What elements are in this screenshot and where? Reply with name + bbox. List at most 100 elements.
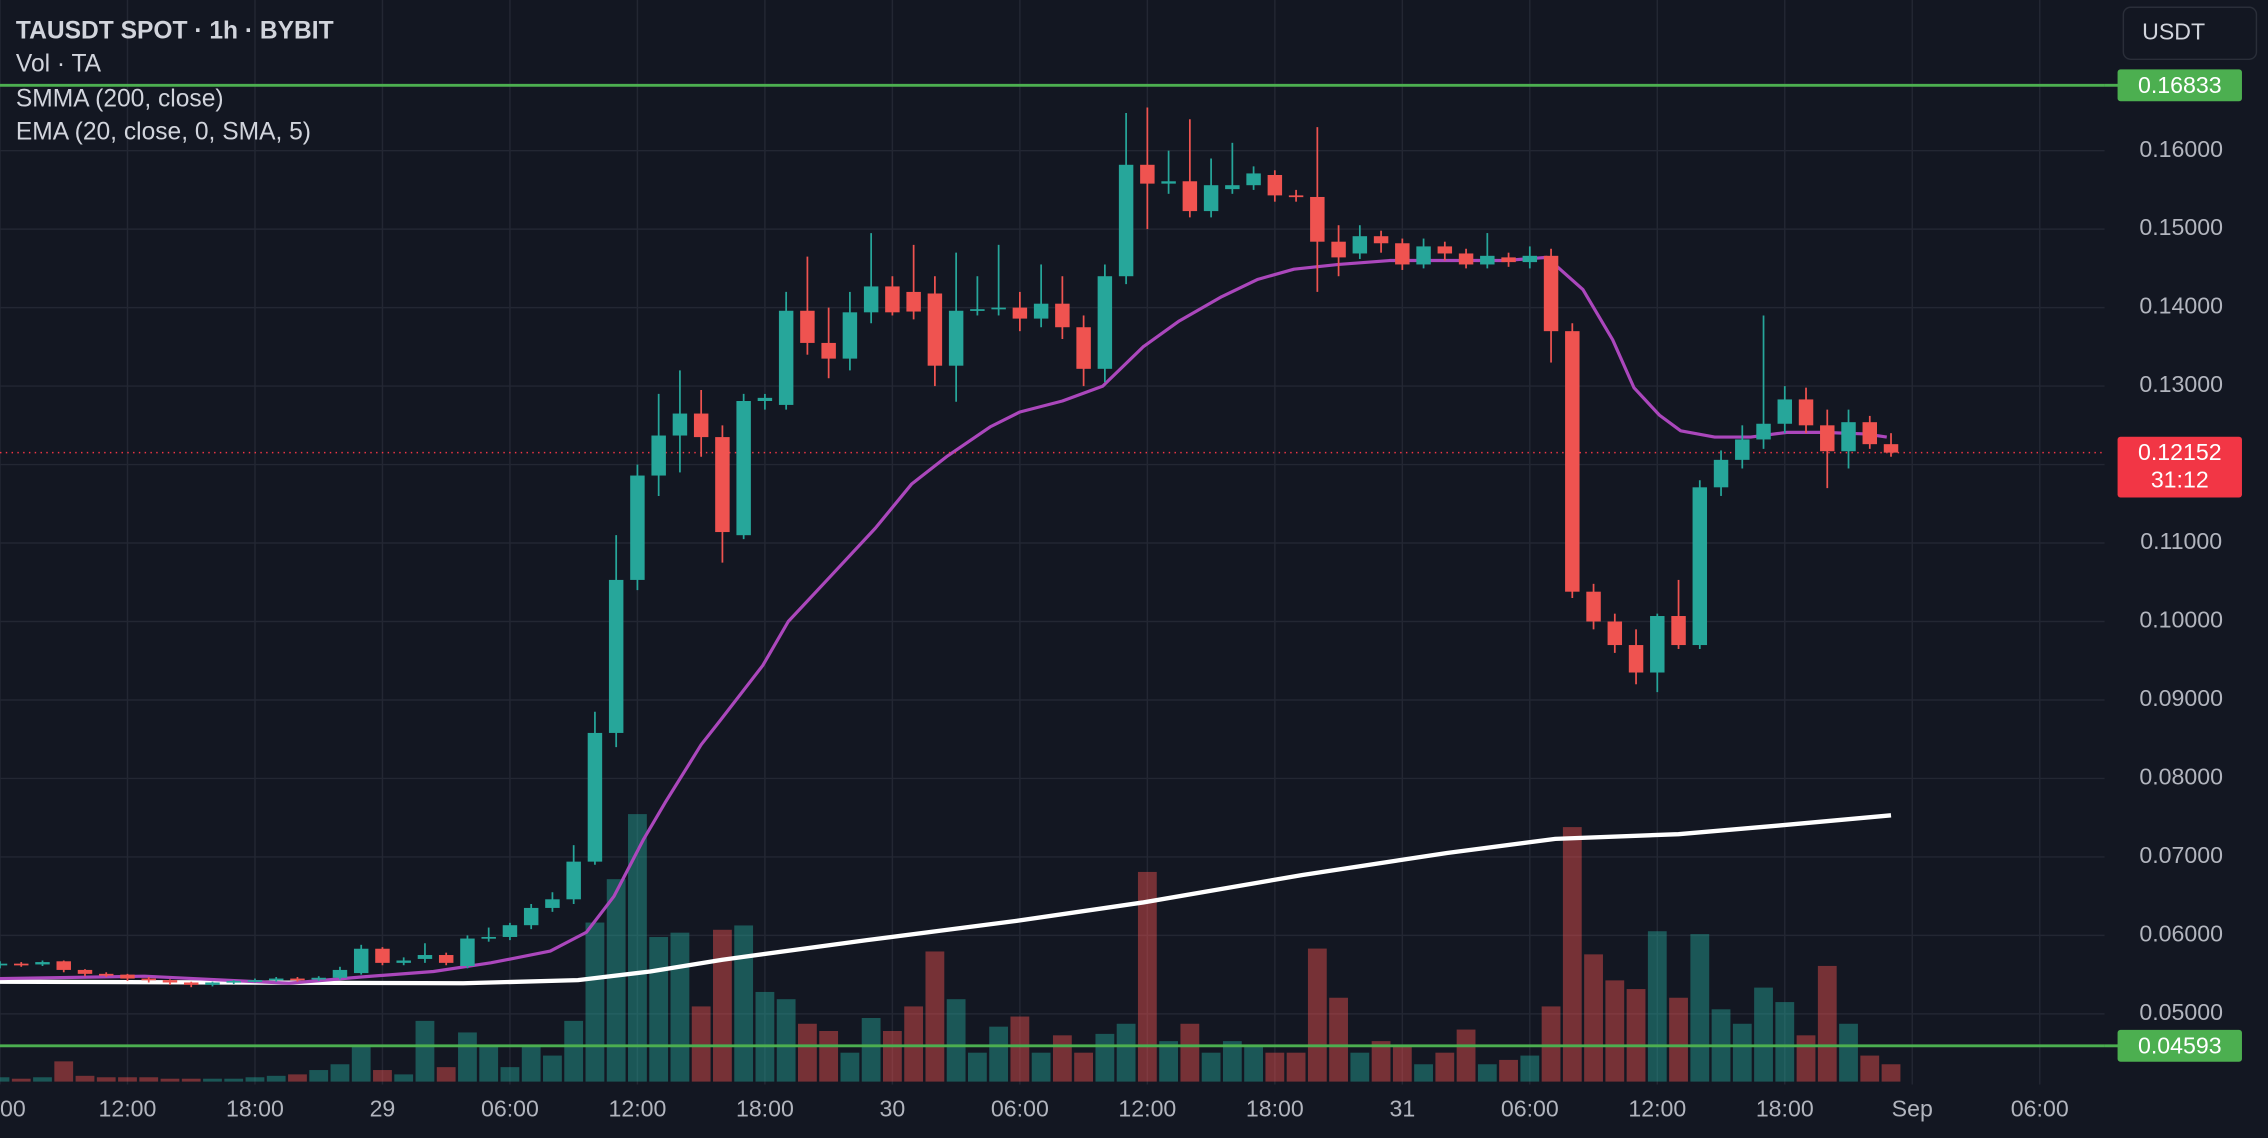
y-tick-label: 0.16000 xyxy=(2139,136,2223,162)
candle-body xyxy=(1650,616,1665,673)
candle-body xyxy=(672,413,688,436)
candle-body xyxy=(14,963,29,966)
candle-body xyxy=(1288,195,1304,198)
volume-bar xyxy=(330,1064,350,1082)
x-tick-label: 06:00 xyxy=(991,1096,1049,1122)
currency-button-frame[interactable] xyxy=(2122,6,2258,61)
volume-bar xyxy=(394,1074,414,1082)
candle-body xyxy=(693,413,709,438)
candle-body xyxy=(1352,236,1368,254)
volume-bar xyxy=(373,1070,392,1082)
candle-body xyxy=(1565,331,1580,592)
plot-area xyxy=(0,83,2105,1082)
volume-bar xyxy=(989,1026,1009,1082)
candle-body xyxy=(863,286,879,313)
candle-body xyxy=(375,948,390,963)
volume-bar xyxy=(436,1067,456,1082)
volume-bar xyxy=(118,1077,137,1082)
candle-body xyxy=(1203,185,1219,212)
volume-bar xyxy=(500,1067,520,1082)
candle-body xyxy=(0,963,8,966)
last-price-label: 0.12152 xyxy=(2138,439,2222,465)
legend-entry: SMMA (200, close) xyxy=(16,85,224,112)
y-tick-label: 0.14000 xyxy=(2139,293,2223,319)
candle-body xyxy=(353,948,369,974)
volume-bar xyxy=(1881,1064,1901,1082)
candle-body xyxy=(1373,236,1389,244)
x-tick-label: 06:00 xyxy=(481,1096,539,1122)
x-tick-label: 00 xyxy=(0,1096,26,1122)
y-tick-label: 0.08000 xyxy=(2139,764,2223,790)
candle-body xyxy=(1756,423,1771,440)
volume-bar xyxy=(1626,989,1646,1082)
candle-body xyxy=(1501,257,1516,263)
candle-body xyxy=(1862,422,1878,445)
volume-bar xyxy=(521,1045,541,1082)
x-tick-label: 12:00 xyxy=(1628,1096,1686,1122)
legend-entry: Vol · TA xyxy=(16,51,102,78)
volume-bar xyxy=(1031,1052,1051,1082)
volume-bar xyxy=(1839,1023,1858,1082)
candle-body xyxy=(906,291,921,312)
volume-bar xyxy=(245,1077,265,1082)
last-price-box xyxy=(2117,436,2242,498)
y-tick-label: 0.15000 xyxy=(2139,214,2223,240)
volume-bar xyxy=(1775,1002,1795,1082)
volume-bar xyxy=(904,1006,924,1082)
candle-body xyxy=(1671,616,1686,646)
candle-body xyxy=(1033,303,1049,319)
y-tick-label: 0.09000 xyxy=(2139,685,2223,711)
y-tick-label: 0.07000 xyxy=(2139,842,2223,868)
level-label: 0.16833 xyxy=(2138,72,2222,98)
volume-bar xyxy=(160,1078,180,1082)
volume-bar xyxy=(1860,1055,1880,1082)
currency-label[interactable]: USDT xyxy=(2142,18,2205,44)
candle-body xyxy=(1437,246,1453,254)
volume-bar xyxy=(1520,1055,1540,1082)
volume-bar xyxy=(1392,1045,1412,1082)
volume-bar xyxy=(1159,1041,1179,1082)
axes: 0.05000 0.06000 0.07000 0.08000 0.09000 0.100… xyxy=(0,136,2223,1122)
volume-bar xyxy=(861,1017,881,1082)
volume-bar xyxy=(1116,1023,1136,1082)
x-tick-label: 12:00 xyxy=(608,1096,666,1122)
volume-bar xyxy=(734,925,754,1082)
candle-body xyxy=(1055,303,1070,328)
candle-body xyxy=(885,286,900,313)
volume-bar xyxy=(713,929,732,1082)
volume-bar xyxy=(1307,948,1327,1082)
x-tick-label: 18:00 xyxy=(1246,1096,1304,1122)
volume-bar xyxy=(564,1020,584,1082)
candle-body xyxy=(1713,459,1729,488)
candle-body xyxy=(757,397,773,401)
candle-body xyxy=(1777,399,1793,424)
volume-bar xyxy=(415,1020,435,1082)
candle-body xyxy=(1841,422,1856,452)
candle-body xyxy=(948,310,964,366)
currency-button[interactable]: USDT xyxy=(2122,6,2258,61)
volume-bar xyxy=(925,951,945,1082)
candle-body xyxy=(1246,173,1261,186)
x-tick-label: 06:00 xyxy=(1501,1096,1559,1122)
candle-body xyxy=(715,437,730,533)
volume-bar xyxy=(0,1077,10,1082)
candle-body xyxy=(438,955,454,963)
x-tick-label: 18:00 xyxy=(1756,1096,1814,1122)
volume-bar xyxy=(670,932,690,1082)
volume-bar xyxy=(1647,931,1667,1082)
volume-bar xyxy=(351,1045,371,1082)
volume-bar xyxy=(1499,1059,1518,1082)
volume-bar xyxy=(479,1045,499,1082)
indicator-line xyxy=(0,255,1887,985)
volume-bar xyxy=(54,1061,74,1082)
volume-bar xyxy=(1817,965,1837,1082)
volume-bar xyxy=(96,1077,116,1082)
candle-body xyxy=(396,960,411,963)
candle-body xyxy=(1416,246,1431,265)
volume-bar xyxy=(1796,1035,1816,1082)
volume-bar xyxy=(628,814,647,1082)
candle-body xyxy=(1395,243,1410,265)
volume-bar xyxy=(1541,1006,1561,1082)
